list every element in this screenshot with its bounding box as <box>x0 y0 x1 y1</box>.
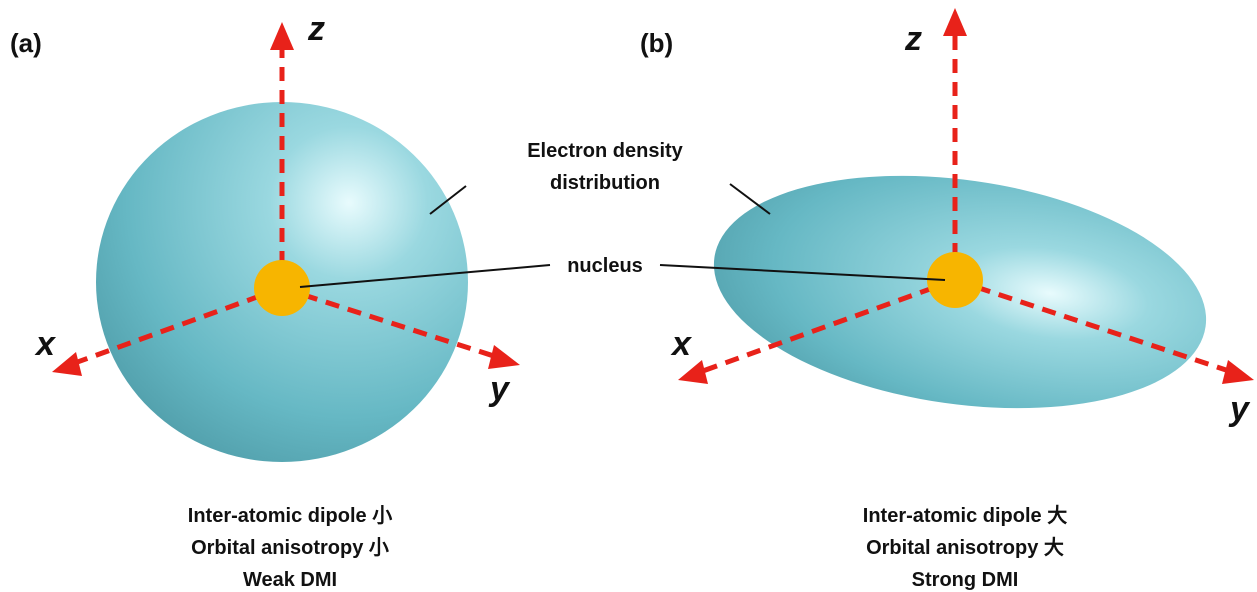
axis-label: z <box>307 10 325 48</box>
panel-b: (b) z x y Inter-atomic dipole 大 Orbital … <box>640 8 1254 591</box>
axis-label: x <box>34 325 57 363</box>
arrowhead <box>52 352 82 376</box>
arrowhead <box>270 22 294 50</box>
leader-line <box>730 184 770 214</box>
arrowhead <box>488 345 520 369</box>
arrowhead <box>943 8 967 36</box>
panel-a: (a) z x y Inter-atomic dipole 小 Orbital … <box>10 10 520 591</box>
axis-label: x <box>670 325 693 363</box>
caption: Orbital anisotropy 大 <box>866 536 1064 559</box>
annotation: Electron density <box>527 140 683 162</box>
axis-label: z <box>904 20 922 58</box>
panel-label: (a) <box>10 28 42 58</box>
nucleus <box>254 260 310 316</box>
diagram: (a) z x y Inter-atomic dipole 小 Orbital … <box>0 0 1257 592</box>
caption: Inter-atomic dipole 小 <box>188 504 392 527</box>
annotation: distribution <box>550 172 660 194</box>
annotation: nucleus <box>567 255 643 277</box>
arrowhead <box>1222 360 1254 384</box>
panel-label: (b) <box>640 28 673 58</box>
caption: Orbital anisotropy 小 <box>191 536 389 559</box>
axis-label: y <box>1228 390 1251 428</box>
caption: Weak DMI <box>243 569 337 591</box>
arrowhead <box>678 360 708 384</box>
axis-label: y <box>488 370 511 408</box>
caption: Inter-atomic dipole 大 <box>863 504 1067 527</box>
caption: Strong DMI <box>912 569 1019 591</box>
